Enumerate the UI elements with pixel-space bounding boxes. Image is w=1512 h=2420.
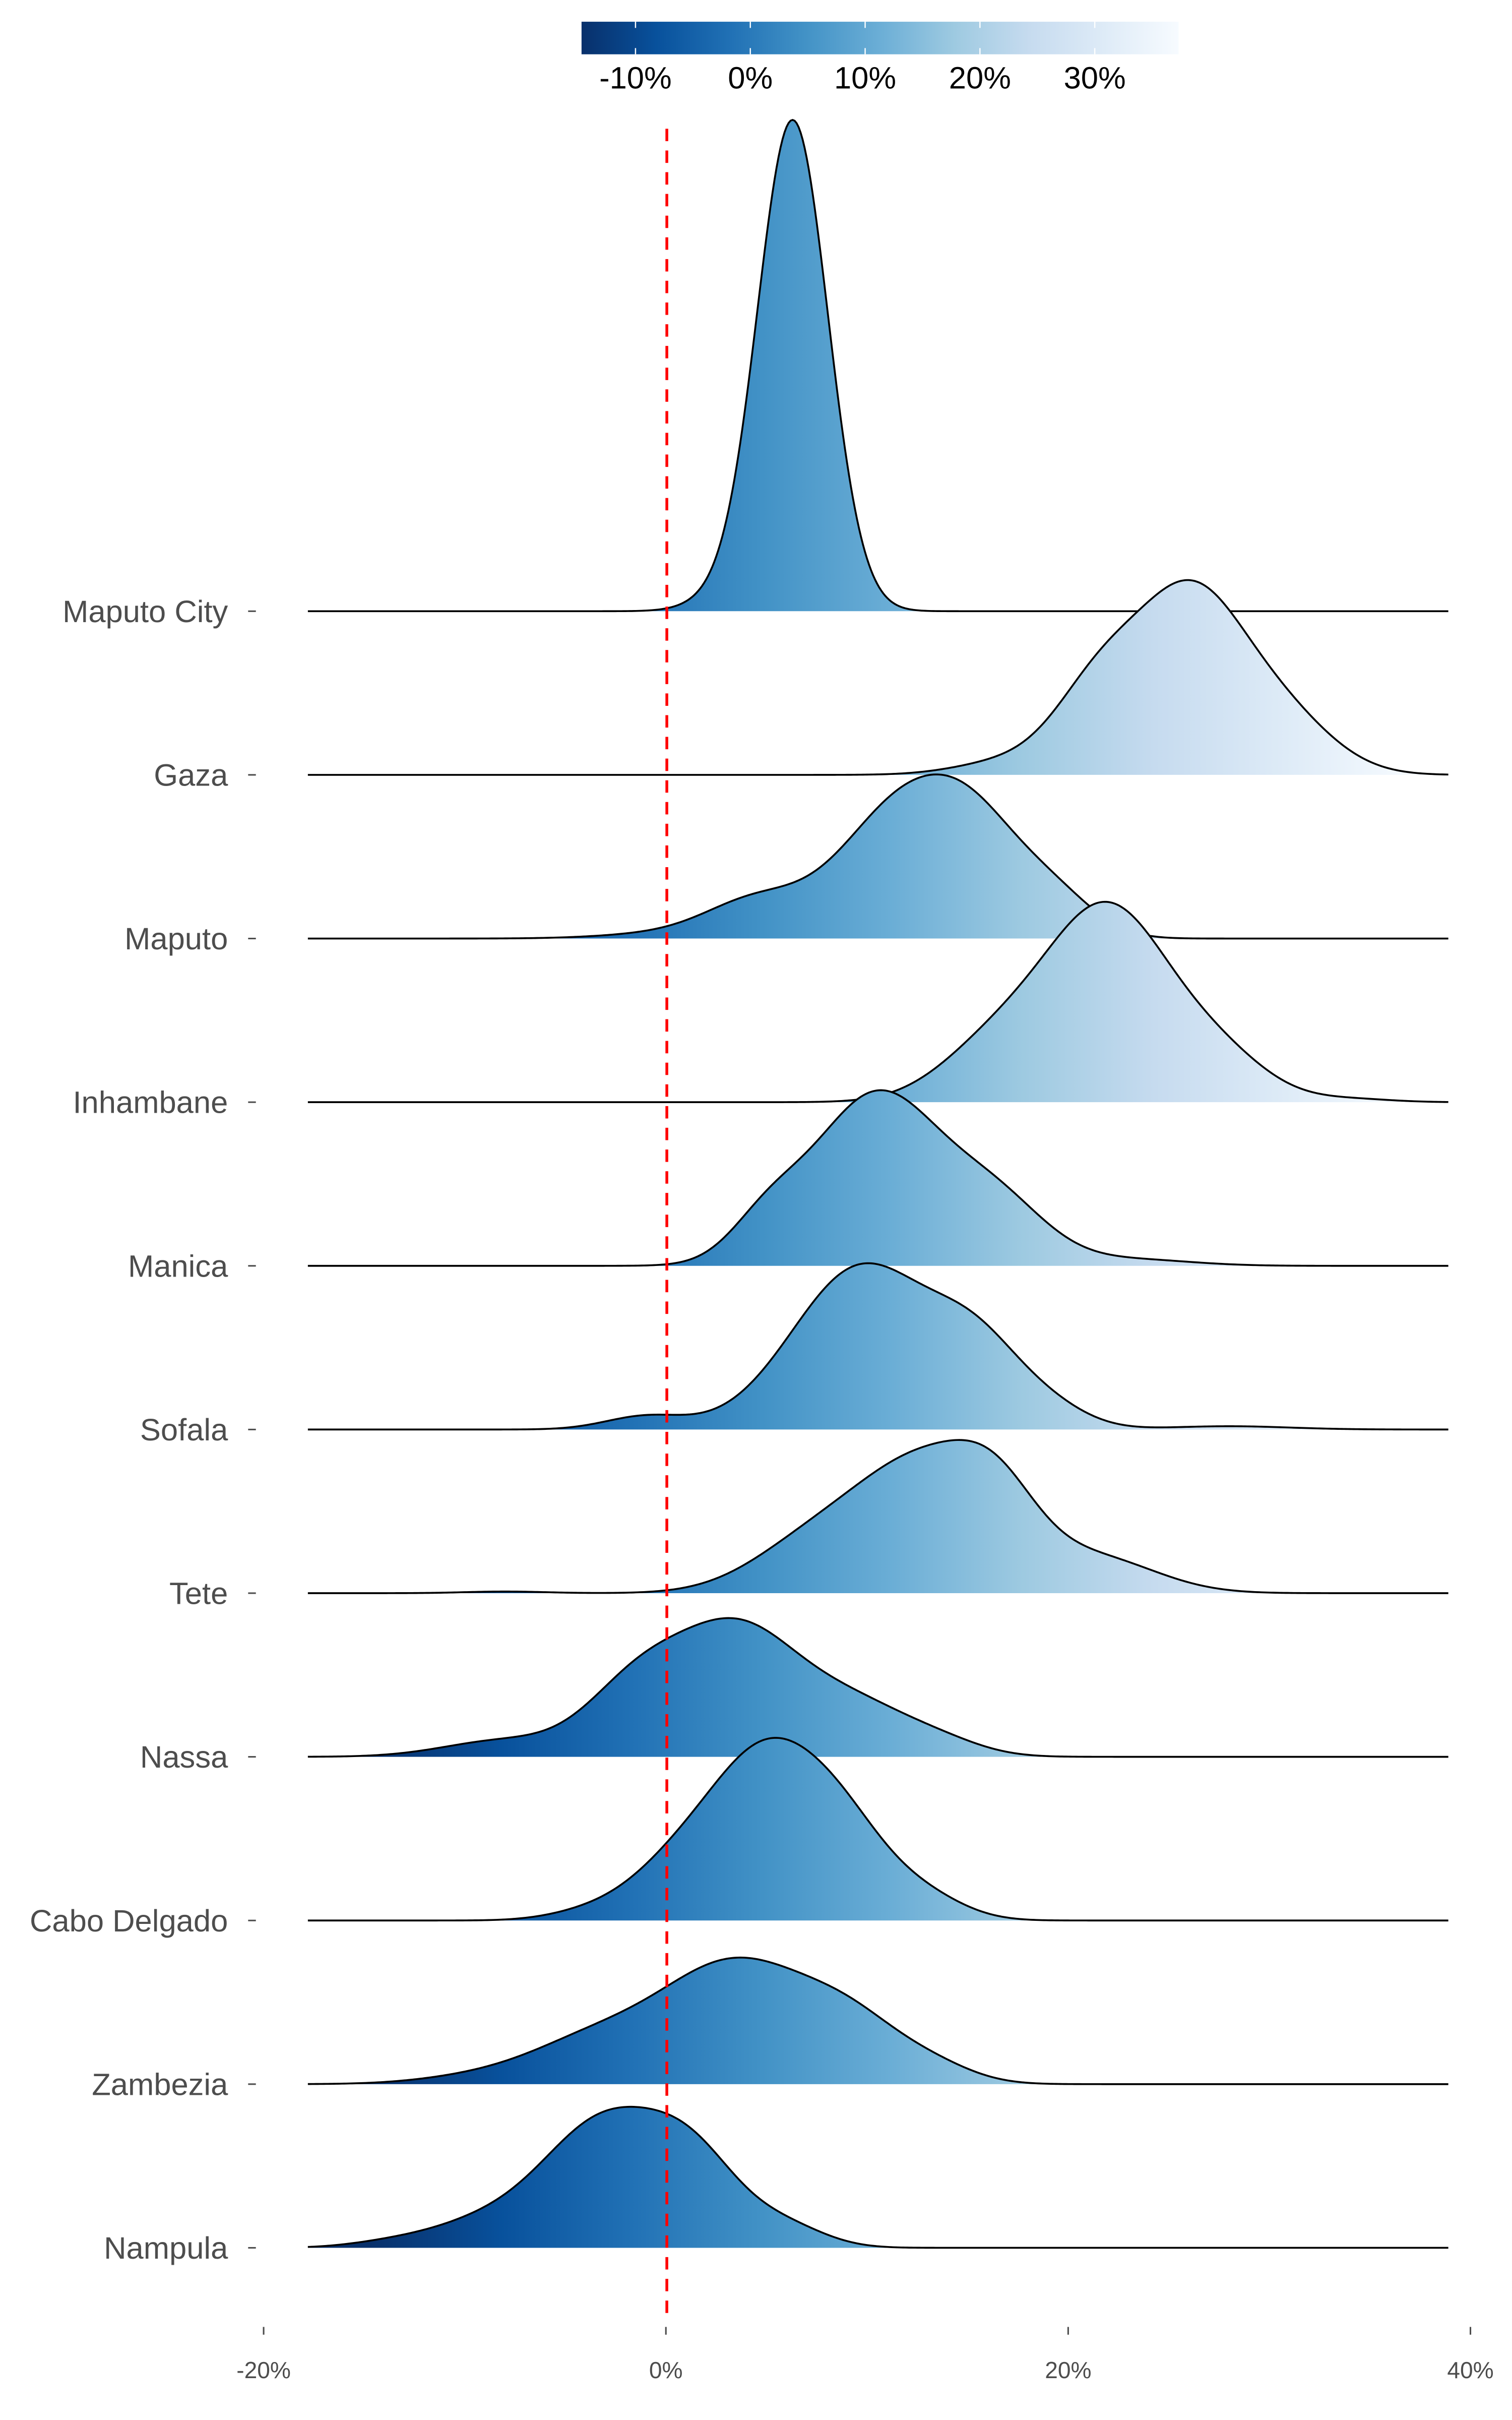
y-tick-label: Gaza [154,758,228,793]
density-fill [307,2106,1448,2248]
colorbar-tick-label: 0% [728,60,773,95]
ridge-sofala: Sofala [140,1262,1448,1447]
density-fill [307,580,1448,775]
density-fill [307,119,1448,612]
density-outline [307,2105,1448,2249]
y-tick-label: Nassa [140,1740,228,1775]
y-tick-label: Zambezia [92,2067,228,2102]
y-tick-label: Cabo Delgado [30,1904,228,1939]
x-tick-label: 0% [649,2357,683,2383]
y-tick-label: Manica [128,1249,228,1284]
y-tick-label: Tete [169,1577,228,1611]
y-tick-label: Nampula [104,2231,228,2266]
ridge-nassa: Nassa [140,1617,1448,1775]
ridge-gaza: Gaza [154,579,1448,793]
density-outline [307,1262,1448,1431]
colorbar-tick-label: 20% [949,60,1011,95]
density-outline [307,1956,1448,2085]
density-fill [307,1737,1448,1921]
ridge-maputo: Maputo [124,773,1448,956]
colorbar-gradient [581,22,1179,54]
colorbar: -10% 0% 10% 20% 30% [581,22,1179,95]
y-tick-label: Inhambane [73,1085,228,1120]
ridges: Maputo City Gaza Maputo Inhambane Manica Sofa… [30,118,1448,2266]
ridge-tete: Tete [169,1439,1448,1611]
y-tick-label: Maputo [124,922,228,956]
y-tick-label: Sofala [140,1413,228,1447]
x-tick-label: 20% [1045,2357,1091,2383]
density-outline [307,1089,1448,1267]
x-tick-label: -20% [236,2357,291,2383]
x-tick-label: 40% [1447,2357,1493,2383]
density-fill [307,901,1448,1103]
y-tick-label: Maputo City [62,594,228,629]
ridge-cabo-delgado: Cabo Delgado [30,1737,1448,1939]
density-outline [307,579,1448,776]
density-fill [307,1263,1448,1430]
density-outline [307,1439,1448,1594]
ridge-zambezia: Zambezia [92,1956,1448,2102]
density-outline [307,773,1448,940]
colorbar-tick-label: 10% [834,60,896,95]
colorbar-tick-label: -10% [599,60,672,95]
density-fill [307,1957,1448,2084]
density-outline [307,1737,1448,1922]
density-fill [307,1618,1448,1757]
density-outline [307,118,1448,613]
density-fill [307,774,1448,939]
x-axis: -20% 0% 20% 40% [236,2327,1494,2383]
ridge-nampula: Nampula [104,2105,1448,2266]
ridge-maputo-city: Maputo City [62,118,1448,629]
density-outline [307,1617,1448,1758]
colorbar-tick-label: 30% [1064,60,1126,95]
density-fill [307,1090,1448,1266]
ridge-manica: Manica [128,1089,1448,1284]
density-fill [307,1440,1448,1593]
